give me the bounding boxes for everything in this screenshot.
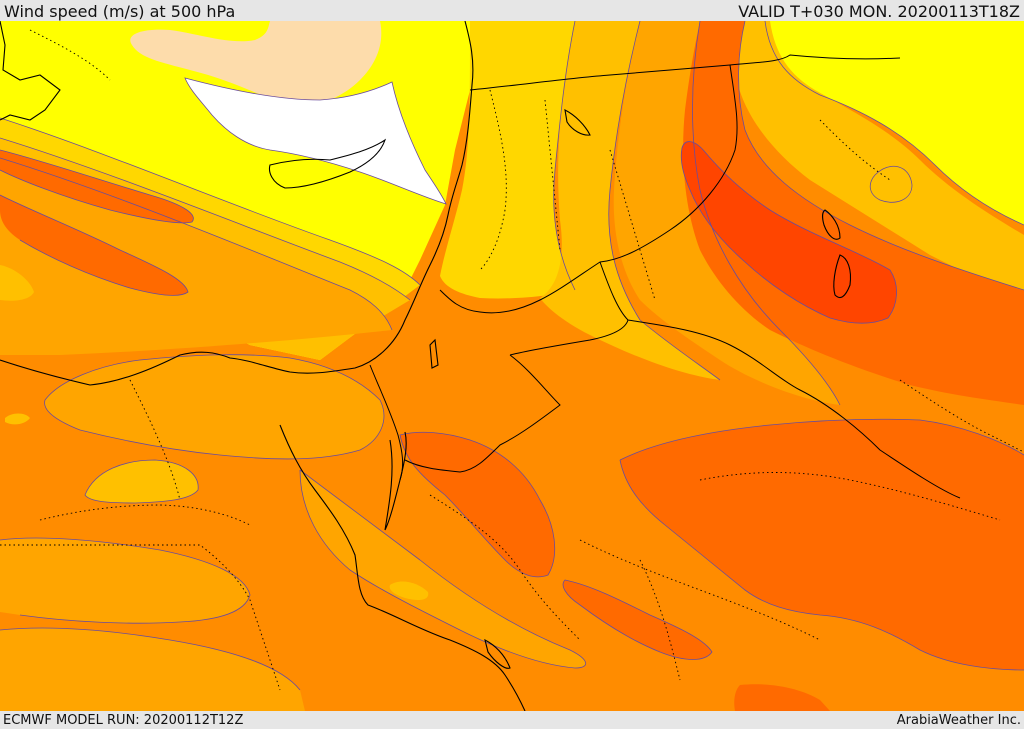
valid-time-label: VALID T+030 MON. 20200113T18Z [738,2,1020,21]
national-borders [369,54,961,499]
credit-label: ArabiaWeather Inc. [896,713,1021,728]
wind-speed-map [0,21,1024,711]
map-footer: ECMWF MODEL RUN: 20200112T12Z ArabiaWeat… [0,711,1024,729]
map-title: Wind speed (m/s) at 500 hPa [4,2,236,21]
wind-band-orange-dark-streak-bottom [734,684,830,711]
wind-band-orange-light-egypt [44,354,384,459]
wind-band-orange-dark-southeast [620,419,1024,670]
wind-band-amber-pocket-coast [5,413,30,425]
coastlines [0,21,852,711]
wind-band-orange-dark-streak-south [563,580,712,660]
wind-band-amber-jordan [540,21,720,380]
wind-band-orange-light-northwest [0,158,392,355]
wind-band-amber-pocket-west [0,265,34,301]
map-header: Wind speed (m/s) at 500 hPa VALID T+030 … [0,0,1024,21]
internal-boundaries [0,29,1024,691]
model-run-label: ECMWF MODEL RUN: 20200112T12Z [3,713,244,728]
wind-band-orange-dark-sinai [400,432,555,577]
wind-band-gold-levant [440,21,575,299]
wind-speed-contours [0,21,1024,691]
wind-band-wheat-north [130,21,382,107]
wind-band-orange-dark-east [683,21,1024,405]
wind-band-amber-pocket-redsea [389,581,429,600]
wind-band-orange-dark-streak-north [0,150,194,223]
wind-band-yellow-northeast [765,21,1024,225]
wind-band-orange-dark-streak-west [0,195,188,296]
wind-band-orange-light-southwest [0,538,250,624]
wind-band-amber-northeast [734,21,1024,300]
wind-band-orange-light-east [613,21,840,405]
wind-band-amber-pocket-egypt [85,460,199,503]
wind-band-red-orange-core [681,141,897,324]
wind-band-white-calm [185,78,446,204]
wind-band-orange-light-libya [0,628,305,711]
